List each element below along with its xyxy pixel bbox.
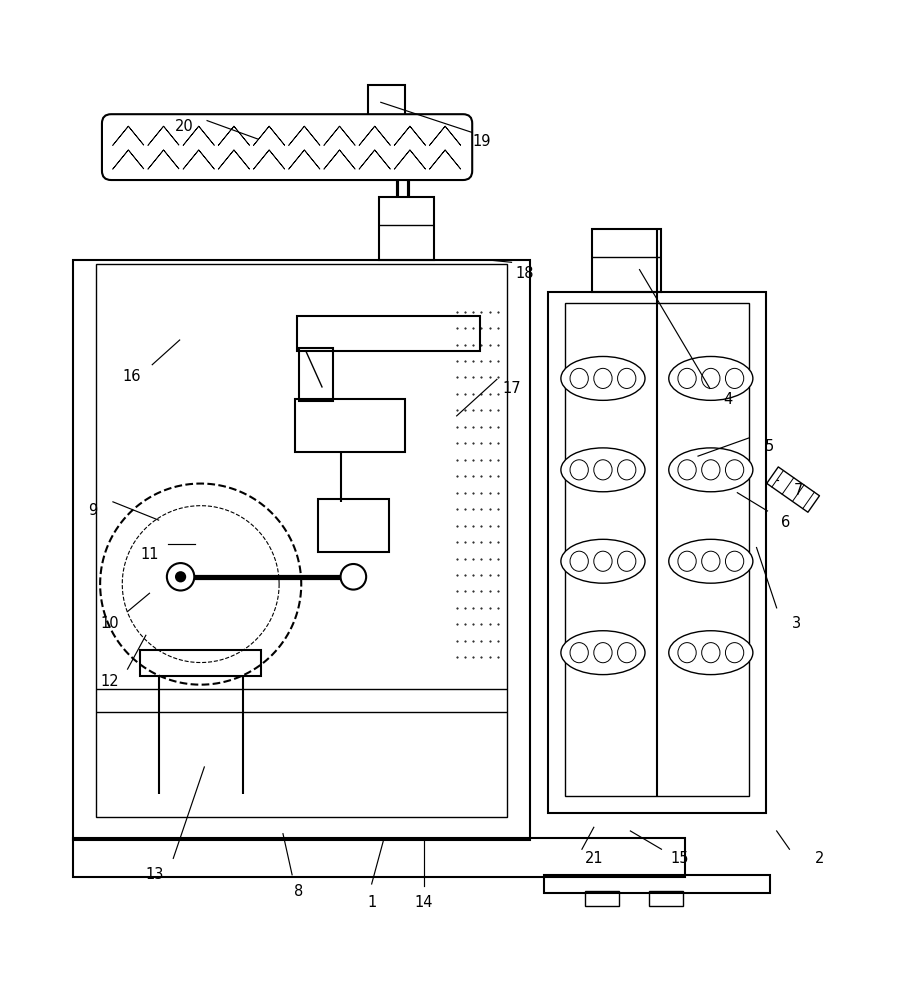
Ellipse shape bbox=[702, 551, 720, 571]
Text: 8: 8 bbox=[293, 884, 304, 899]
Polygon shape bbox=[218, 150, 249, 169]
Bar bbox=[368, 85, 404, 123]
Bar bbox=[72, 260, 530, 840]
Polygon shape bbox=[148, 150, 179, 169]
Polygon shape bbox=[183, 150, 215, 169]
Bar bbox=[295, 399, 404, 452]
Ellipse shape bbox=[725, 551, 744, 571]
Ellipse shape bbox=[570, 368, 589, 388]
Text: 16: 16 bbox=[122, 369, 140, 384]
Ellipse shape bbox=[594, 460, 612, 480]
Polygon shape bbox=[324, 150, 355, 169]
Polygon shape bbox=[394, 126, 425, 145]
Text: 18: 18 bbox=[515, 266, 534, 281]
Ellipse shape bbox=[678, 460, 696, 480]
Text: 9: 9 bbox=[88, 503, 97, 518]
Polygon shape bbox=[430, 150, 460, 169]
Ellipse shape bbox=[570, 643, 589, 663]
Ellipse shape bbox=[617, 368, 635, 388]
Bar bbox=[592, 229, 660, 292]
Text: 10: 10 bbox=[100, 616, 118, 631]
Text: 13: 13 bbox=[146, 867, 164, 882]
Ellipse shape bbox=[561, 356, 645, 400]
Ellipse shape bbox=[725, 368, 744, 388]
Polygon shape bbox=[394, 150, 425, 169]
Bar bbox=[565, 303, 749, 796]
Bar bbox=[95, 264, 507, 817]
Text: 21: 21 bbox=[584, 851, 603, 866]
Polygon shape bbox=[254, 150, 284, 169]
Ellipse shape bbox=[678, 551, 696, 571]
Text: 14: 14 bbox=[414, 895, 433, 910]
Ellipse shape bbox=[617, 551, 635, 571]
Polygon shape bbox=[359, 150, 391, 169]
Circle shape bbox=[176, 572, 185, 581]
Text: 6: 6 bbox=[781, 515, 790, 530]
Bar bbox=[72, 838, 685, 877]
Text: 2: 2 bbox=[815, 851, 824, 866]
Polygon shape bbox=[430, 126, 460, 145]
FancyBboxPatch shape bbox=[102, 114, 472, 180]
Ellipse shape bbox=[561, 631, 645, 675]
Text: 7: 7 bbox=[794, 483, 803, 498]
Ellipse shape bbox=[678, 643, 696, 663]
Bar bbox=[544, 875, 770, 893]
Bar bbox=[548, 292, 766, 813]
Ellipse shape bbox=[570, 460, 589, 480]
Polygon shape bbox=[218, 126, 249, 145]
Bar bbox=[299, 348, 333, 401]
Text: 1: 1 bbox=[367, 895, 376, 910]
Circle shape bbox=[340, 564, 366, 590]
Bar bbox=[371, 122, 401, 131]
Text: 5: 5 bbox=[765, 439, 774, 454]
Text: 3: 3 bbox=[792, 616, 801, 631]
Bar bbox=[379, 197, 434, 260]
Bar bbox=[297, 316, 480, 351]
Ellipse shape bbox=[725, 460, 744, 480]
Ellipse shape bbox=[561, 448, 645, 492]
Ellipse shape bbox=[702, 460, 720, 480]
Polygon shape bbox=[148, 126, 179, 145]
Ellipse shape bbox=[668, 539, 753, 583]
Ellipse shape bbox=[668, 356, 753, 400]
Ellipse shape bbox=[702, 368, 720, 388]
Text: 20: 20 bbox=[175, 119, 193, 134]
Polygon shape bbox=[113, 126, 144, 145]
Ellipse shape bbox=[678, 368, 696, 388]
Polygon shape bbox=[289, 150, 320, 169]
Ellipse shape bbox=[668, 631, 753, 675]
Polygon shape bbox=[183, 126, 215, 145]
Ellipse shape bbox=[617, 460, 635, 480]
Text: 17: 17 bbox=[503, 381, 521, 396]
Ellipse shape bbox=[725, 643, 744, 663]
Polygon shape bbox=[359, 126, 391, 145]
Ellipse shape bbox=[570, 551, 589, 571]
Bar bbox=[585, 891, 619, 906]
Ellipse shape bbox=[702, 643, 720, 663]
Text: 12: 12 bbox=[100, 674, 118, 689]
Text: 4: 4 bbox=[724, 392, 733, 407]
Polygon shape bbox=[289, 126, 320, 145]
Text: 19: 19 bbox=[472, 134, 491, 149]
Polygon shape bbox=[324, 126, 355, 145]
Polygon shape bbox=[113, 150, 144, 169]
Circle shape bbox=[167, 563, 194, 591]
Polygon shape bbox=[254, 126, 284, 145]
Ellipse shape bbox=[594, 643, 612, 663]
Text: 11: 11 bbox=[140, 547, 159, 562]
Bar bbox=[317, 499, 389, 552]
Ellipse shape bbox=[561, 539, 645, 583]
Ellipse shape bbox=[594, 551, 612, 571]
Ellipse shape bbox=[594, 368, 612, 388]
Text: 15: 15 bbox=[670, 851, 689, 866]
Ellipse shape bbox=[668, 448, 753, 492]
Bar bbox=[140, 650, 261, 676]
Bar bbox=[648, 891, 683, 906]
Ellipse shape bbox=[617, 643, 635, 663]
